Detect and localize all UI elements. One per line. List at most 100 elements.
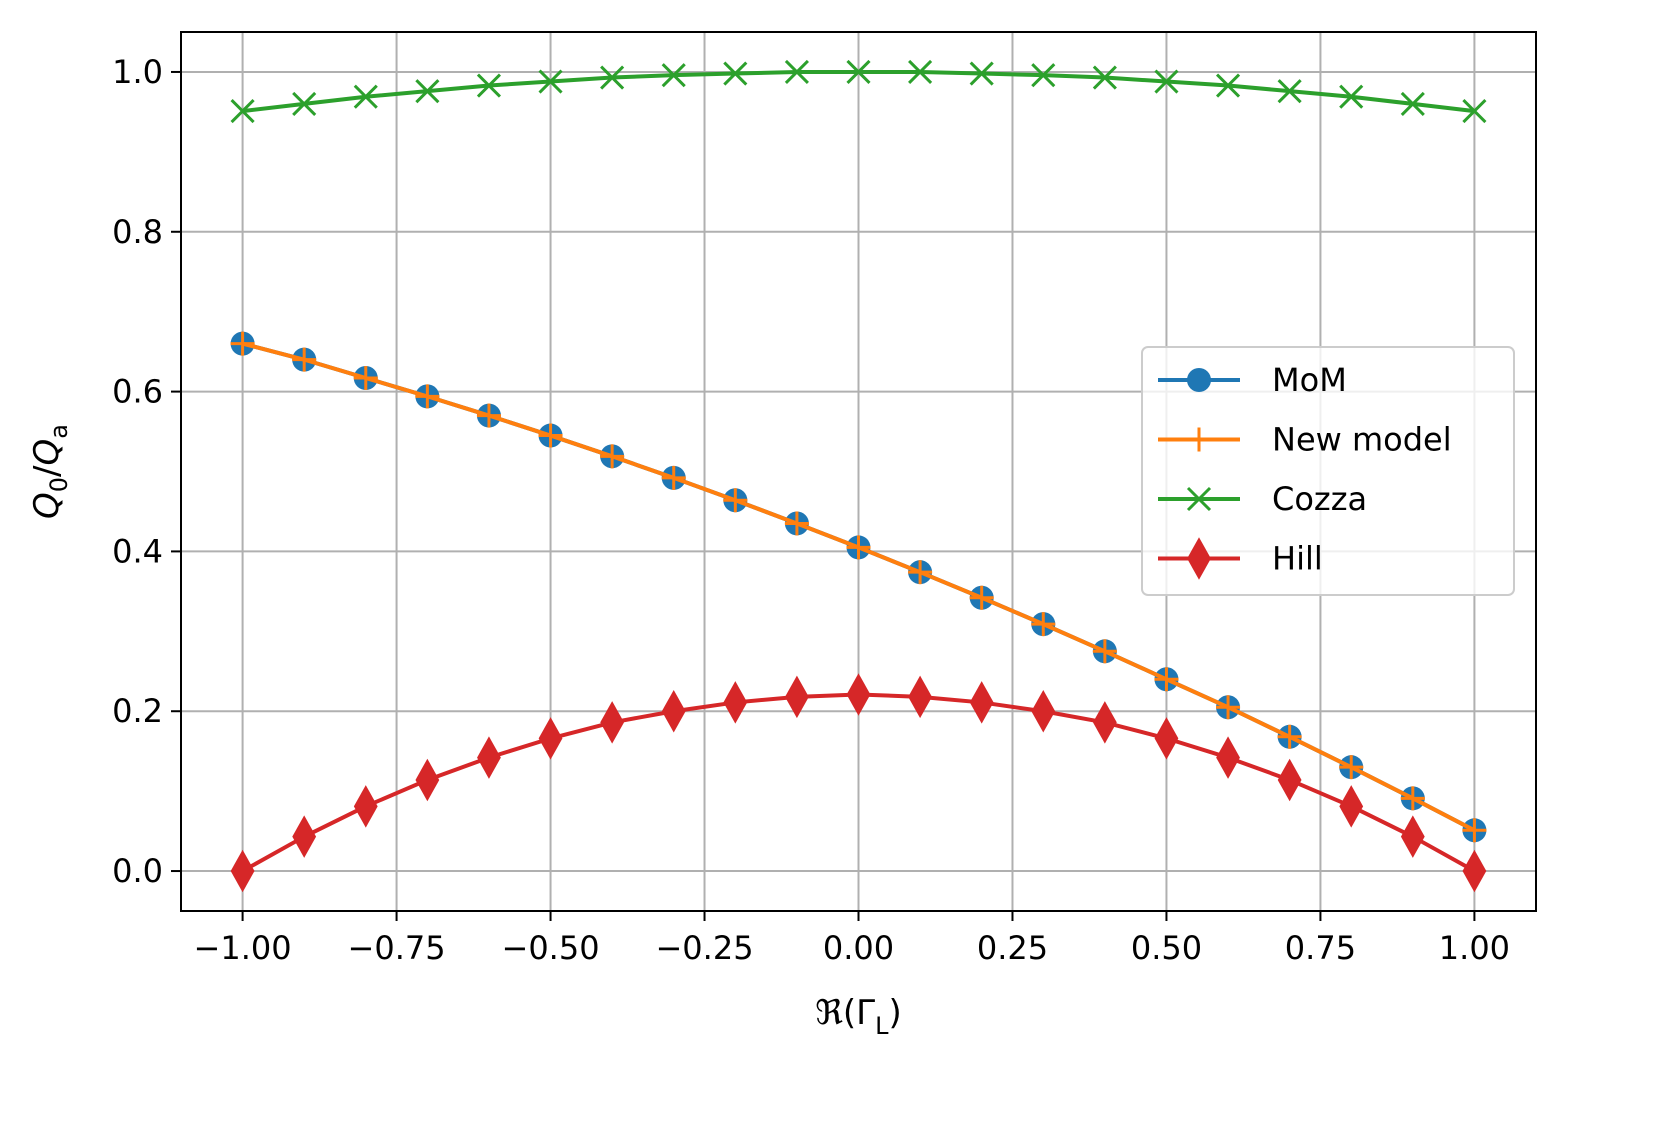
y-axis-label-q2: Q xyxy=(27,439,67,466)
y-tick-label: 0.4 xyxy=(112,532,163,570)
data-point-x xyxy=(600,65,625,90)
data-point-x xyxy=(1339,84,1364,109)
legend-label: Cozza xyxy=(1272,480,1367,518)
x-b xyxy=(846,59,871,85)
data-point-diamond xyxy=(1339,785,1364,828)
data-point-plus xyxy=(661,465,686,490)
data-point-x xyxy=(846,59,871,85)
x-b xyxy=(661,63,686,88)
data-point-x xyxy=(1092,65,1117,90)
x-b xyxy=(1400,91,1425,116)
y-tick-label: 0.8 xyxy=(112,213,163,251)
x-tick-label: −0.25 xyxy=(655,929,753,967)
data-point-plus xyxy=(1462,818,1487,843)
data-point-diamond xyxy=(723,681,748,724)
data-point-x xyxy=(1031,63,1056,88)
data-point-x xyxy=(1154,69,1179,94)
x-b xyxy=(292,91,317,116)
x-axis: −1.00 −0.75 −0.50 −0.25 0.00 0.25 0.50 0.75 1.00 xyxy=(194,911,1510,967)
data-point-diamond xyxy=(1277,758,1302,802)
data-point-x xyxy=(784,59,809,85)
data-point-x xyxy=(476,73,502,98)
x-b xyxy=(1031,63,1056,88)
y-axis-label-q: Q xyxy=(27,492,67,519)
data-point-diamond xyxy=(477,736,501,779)
data-point-x xyxy=(969,61,994,86)
data-point-diamond xyxy=(1092,701,1117,744)
x-axis-label-end: ) xyxy=(889,993,902,1033)
series-layer xyxy=(230,59,1487,893)
x-tick-label: 0.25 xyxy=(977,929,1048,967)
x-b xyxy=(1154,69,1179,94)
data-point-plus xyxy=(1400,786,1425,811)
data-point-diamond xyxy=(230,849,255,893)
legend: MoM New model Cozza Hill xyxy=(1141,346,1515,596)
data-point-plus xyxy=(908,560,933,585)
data-point-diamond xyxy=(1031,689,1056,733)
data-point-plus xyxy=(723,488,748,513)
data-point-plus xyxy=(1092,639,1117,664)
data-point-plus xyxy=(1339,755,1364,780)
data-point-diamond xyxy=(353,785,378,828)
data-point-plus xyxy=(230,331,255,356)
series-cozza xyxy=(230,59,1487,124)
data-point-plus xyxy=(1187,427,1211,452)
x-axis-label-subscript: L xyxy=(875,1012,889,1040)
data-point-diamond xyxy=(538,717,563,760)
data-point-diamond xyxy=(1187,537,1211,580)
x-b xyxy=(1339,84,1364,109)
x-tick-label: −1.00 xyxy=(194,929,292,967)
legend-item: Hill xyxy=(1158,537,1323,580)
data-point-x xyxy=(1277,79,1302,104)
x-tick-label: 0.75 xyxy=(1285,929,1356,967)
data-point-x xyxy=(661,63,686,88)
data-point-x xyxy=(353,84,378,109)
data-point-plus xyxy=(600,444,625,469)
data-point-diamond xyxy=(969,681,994,724)
data-point-diamond xyxy=(1462,849,1487,893)
legend-item: MoM xyxy=(1158,361,1347,399)
y-tick-label: 0.6 xyxy=(112,373,163,411)
x-b xyxy=(1092,65,1117,90)
data-point-x xyxy=(908,59,933,85)
x-tick-label: 0.50 xyxy=(1131,929,1202,967)
data-point-circle xyxy=(1187,368,1211,392)
data-point-plus xyxy=(415,384,440,409)
x-b xyxy=(353,84,378,109)
x-b xyxy=(969,61,994,86)
data-point-plus xyxy=(353,366,378,391)
data-point-plus xyxy=(1031,612,1056,637)
x-tick-label: 0.00 xyxy=(823,929,894,967)
data-point-diamond xyxy=(1216,736,1240,779)
data-point-plus xyxy=(1216,695,1241,720)
data-point-diamond xyxy=(785,675,809,719)
data-point-diamond xyxy=(661,689,686,733)
data-point-plus xyxy=(846,535,871,560)
y-tick-label: 1.0 xyxy=(112,53,163,91)
data-point-plus xyxy=(476,403,501,428)
data-point-plus xyxy=(1277,724,1302,749)
x-tick-label: 1.00 xyxy=(1439,929,1510,967)
x-b xyxy=(1215,73,1241,98)
data-point-diamond xyxy=(292,815,317,858)
x-b xyxy=(415,79,440,104)
data-point-plus xyxy=(1154,667,1179,692)
data-point-x xyxy=(415,79,440,104)
x-b xyxy=(723,61,748,86)
data-point-diamond xyxy=(415,758,440,802)
x-b xyxy=(1277,79,1302,104)
data-point-x xyxy=(1462,99,1487,124)
series-hill xyxy=(230,673,1487,893)
data-point-plus xyxy=(969,585,994,610)
data-point-x xyxy=(723,61,748,86)
y-axis-label-sub-a: a xyxy=(45,424,73,439)
y-axis-label-sub-0: 0 xyxy=(45,477,73,492)
data-point-x xyxy=(230,99,255,124)
y-tick-label: 0.0 xyxy=(112,852,163,890)
x-tick-label: −0.75 xyxy=(348,929,446,967)
data-point-x xyxy=(1215,73,1241,98)
data-point-diamond xyxy=(846,673,871,716)
x-b xyxy=(538,69,563,94)
legend-item: New model xyxy=(1158,421,1452,459)
data-point-plus xyxy=(538,423,563,448)
